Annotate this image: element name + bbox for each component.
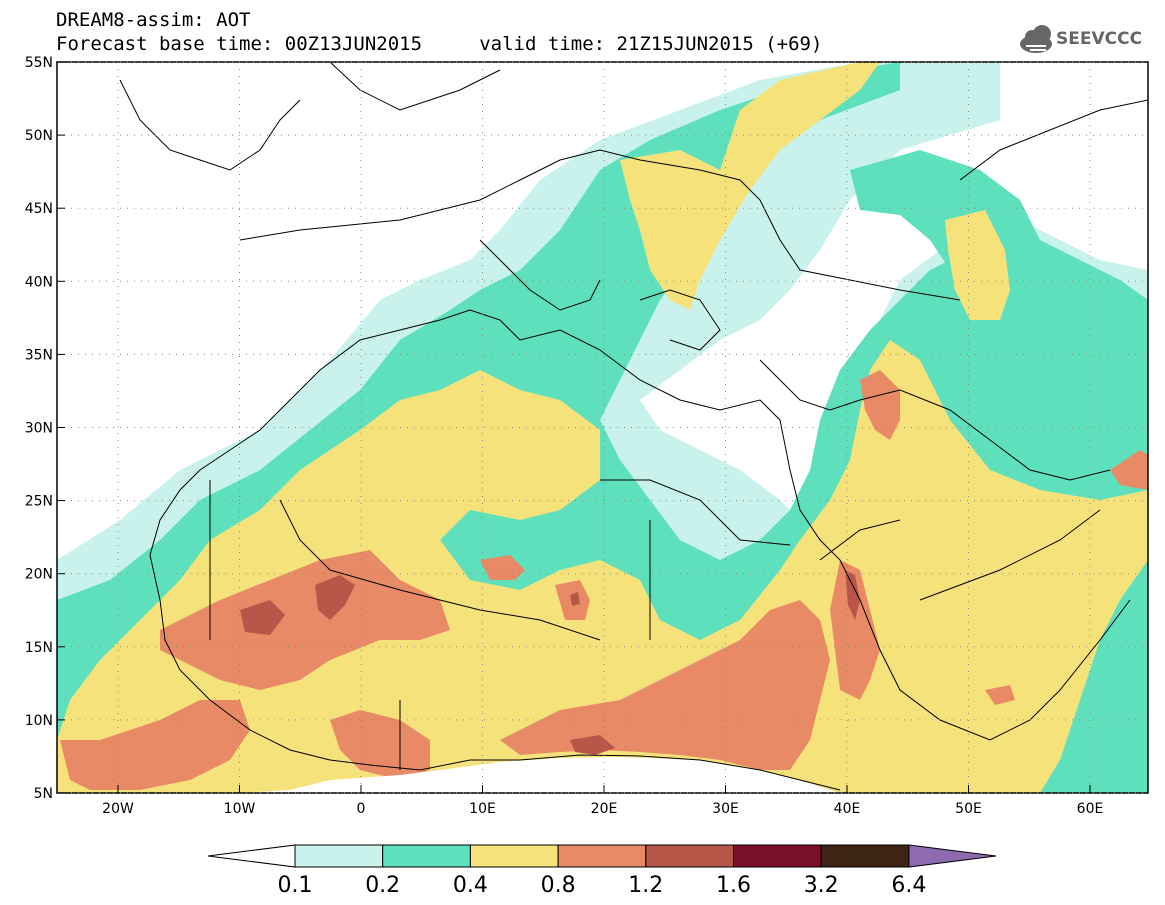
aot-region-1.2 [315, 575, 355, 620]
aot-region-1.2 [845, 570, 860, 620]
colorbar-segment [645, 844, 734, 868]
colorbar-level-label: 0.1 [278, 873, 313, 898]
seevccc-logo [1020, 25, 1052, 53]
colorbar-segment [557, 844, 647, 868]
lon-label: 60E [1077, 801, 1104, 817]
aot-region-1.2 [570, 592, 580, 606]
colorbar-level-label: 3.2 [804, 873, 839, 898]
colorbar-level-label: 0.8 [541, 873, 576, 898]
lat-label: 25N [25, 494, 53, 510]
lat-label: 5N [34, 786, 53, 802]
longitude-grid: 20W 10W 0 10E 20E 30E 40E 50E 60E [102, 62, 1103, 817]
aot-region-0.8 [860, 370, 900, 440]
lon-label: 50E [955, 801, 982, 817]
lat-label: 10N [25, 713, 53, 729]
colorbar-level-label: 6.4 [891, 873, 926, 898]
lat-label: 55N [25, 55, 53, 71]
colorbar-level-label: 0.2 [365, 873, 400, 898]
forecast-time-line: Forecast base time: 00Z13JUN2015 valid t… [56, 33, 823, 55]
ocean-south-strip [240, 757, 840, 793]
cloud-icon [1020, 25, 1052, 53]
aot-region-0.4 [620, 62, 880, 310]
aot-region-0.8 [160, 550, 450, 690]
lon-label: 10E [469, 801, 496, 817]
aot-region-0.8 [1110, 450, 1148, 490]
country-borders [119, 62, 1148, 791]
aot-region-0.8 [330, 710, 430, 780]
colorbar-segment [820, 844, 910, 868]
lon-label: 10W [224, 801, 256, 817]
lat-label: 20N [25, 567, 53, 583]
lon-label: 20E [591, 801, 618, 817]
lon-label: 0 [357, 801, 366, 817]
aot-region-0.8 [985, 685, 1015, 705]
lon-label: 30E [712, 801, 739, 817]
aot-fields [57, 62, 1148, 793]
colorbar-overflow-triangle [908, 844, 996, 868]
lat-label: 40N [25, 274, 53, 290]
lat-label: 45N [25, 201, 53, 217]
aot-region-0.8 [60, 700, 250, 790]
aot-region-1.2 [570, 735, 615, 755]
aot-region-0.8 [830, 560, 880, 700]
aot-region-0.4 [57, 340, 1148, 793]
colorbar-segment [382, 844, 471, 868]
logo-text: SEEVCCC [1056, 29, 1143, 49]
lon-label: 40E [834, 801, 861, 817]
lat-label: 15N [25, 640, 53, 656]
colorbar-level-label: 0.4 [453, 873, 488, 898]
colorbar-segment [469, 844, 559, 868]
aot-region-1.2 [240, 600, 285, 635]
lat-label: 30N [25, 421, 53, 437]
lat-label: 50N [25, 128, 53, 144]
colorbar-underflow-triangle [207, 844, 296, 868]
latitude-grid: 55N 50N 45N 40N 35N 30N 25N 20N 15N 10N 5N [25, 55, 1148, 802]
aot-region-0.8 [500, 600, 830, 770]
colorbar-segment [733, 844, 822, 868]
colorbar-level-label: 1.6 [716, 873, 751, 898]
lon-label: 20W [102, 801, 134, 817]
map-title: DREAM8-assim: AOT [56, 9, 251, 31]
aot-region-0.4 [945, 210, 1010, 320]
colorbar-segment [294, 844, 384, 868]
colorbar-level-label: 1.2 [628, 873, 663, 898]
lat-label: 35N [25, 347, 53, 363]
